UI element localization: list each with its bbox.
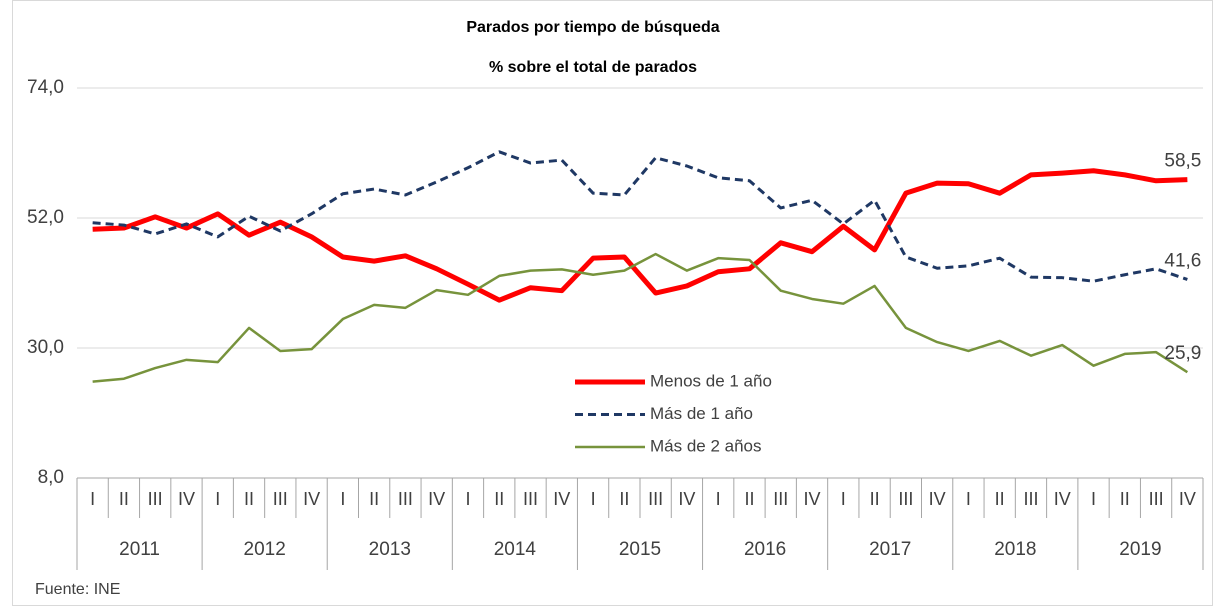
x-tick-label: IV: [303, 489, 320, 509]
x-tick-label: IV: [678, 489, 695, 509]
x-tick-label: I: [716, 489, 721, 509]
x-tick-label: III: [523, 489, 538, 509]
data-label: 58,5: [1164, 151, 1201, 172]
x-group-label: 2012: [244, 539, 286, 560]
x-tick-label: III: [773, 489, 788, 509]
x-tick-label: II: [1120, 489, 1130, 509]
y-tick-label: 52,0: [27, 207, 64, 228]
x-tick-label: III: [273, 489, 288, 509]
x-tick-label: I: [841, 489, 846, 509]
x-group-label: 2013: [369, 539, 411, 560]
x-tick-label: I: [966, 489, 971, 509]
chart-subtitle: % sobre el total de parados: [489, 59, 697, 76]
source-note: Fuente: INE: [35, 581, 120, 598]
x-group-label: 2018: [994, 539, 1036, 560]
y-tick-label: 74,0: [27, 77, 64, 98]
x-group-label: 2017: [869, 539, 911, 560]
y-tick-label: 30,0: [27, 337, 64, 358]
chart-border: [12, 0, 1213, 606]
x-tick-label: IV: [1179, 489, 1196, 509]
x-group-label: 2016: [744, 539, 786, 560]
x-tick-label: III: [398, 489, 413, 509]
x-group-label: 2019: [1119, 539, 1161, 560]
x-tick-label: IV: [804, 489, 821, 509]
series-line: [92, 150, 1188, 283]
x-tick-label: III: [148, 489, 163, 509]
x-tick-label: IV: [428, 489, 445, 509]
x-tick-label: II: [619, 489, 629, 509]
x-tick-label: II: [744, 489, 754, 509]
x-tick-label: III: [648, 489, 663, 509]
x-tick-label: I: [1091, 489, 1096, 509]
x-tick-label: II: [870, 489, 880, 509]
x-tick-label: IV: [553, 489, 570, 509]
x-tick-label: III: [898, 489, 913, 509]
x-tick-label: II: [995, 489, 1005, 509]
x-tick-label: I: [591, 489, 596, 509]
x-group-label: 2015: [619, 539, 661, 560]
data-label: 41,6: [1164, 250, 1201, 271]
legend-label: Más de 2 años: [650, 436, 762, 455]
x-group-label: 2011: [119, 539, 160, 560]
series-line: [92, 252, 1189, 383]
x-tick-label: I: [90, 489, 95, 509]
x-tick-label: I: [215, 489, 220, 509]
x-group-label: 2014: [494, 539, 537, 560]
y-tick-label: 8,0: [38, 467, 64, 488]
x-tick-label: II: [244, 489, 254, 509]
x-tick-label: II: [119, 489, 129, 509]
x-tick-label: IV: [929, 489, 946, 509]
x-tick-label: I: [340, 489, 345, 509]
x-tick-label: II: [494, 489, 504, 509]
legend-label: Más de 1 año: [650, 404, 753, 423]
series-line: [92, 168, 1188, 303]
x-tick-label: I: [465, 489, 470, 509]
chart-title: Parados por tiempo de búsqueda: [466, 19, 719, 36]
x-tick-label: III: [1023, 489, 1038, 509]
x-tick-label: II: [369, 489, 379, 509]
x-tick-label: IV: [1054, 489, 1071, 509]
x-tick-label: III: [1149, 489, 1164, 509]
legend-label: Menos de 1 año: [650, 371, 772, 390]
x-tick-label: IV: [178, 489, 195, 509]
data-label: 25,9: [1164, 343, 1201, 364]
